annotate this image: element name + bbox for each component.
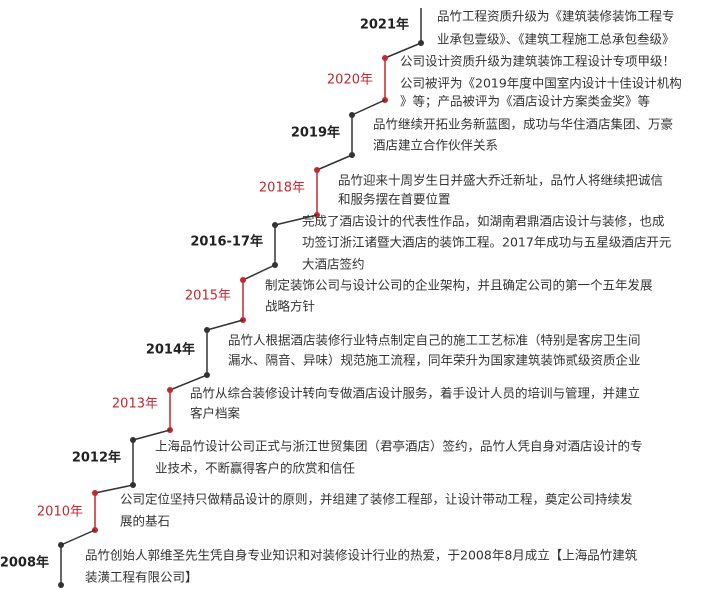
year-label: 2012年 <box>72 450 121 466</box>
dot <box>314 167 320 173</box>
connector <box>169 374 208 391</box>
connector <box>351 99 386 116</box>
event-text: 制定装饰公司与设计公司的企业架构，并且确定公司的第一个五年发展 <box>265 278 653 293</box>
event-text: 展的基石 <box>120 514 170 529</box>
event-text: 》等；产品被评为《酒店设计方案类金奖》等 <box>400 94 650 109</box>
dot <box>349 112 355 118</box>
event-text: 业技术，不断赢得客户的欣赏和信任 <box>155 461 355 476</box>
year-label: 2021年 <box>360 17 409 33</box>
event-text: 和服务摆在首要位置 <box>338 192 451 207</box>
dot <box>58 542 64 548</box>
dot <box>272 222 278 228</box>
year-label: 2015年 <box>185 289 231 304</box>
event-text: 酒店建立合作伙伴关系 <box>373 138 498 153</box>
event-text: 品竹创始人郭维圣先生凭自身专业知识和对装修设计行业的热爱，于2008年8月成立【… <box>85 548 638 563</box>
event-text: 大酒店签约 <box>302 257 365 272</box>
dot <box>382 55 388 61</box>
event-text: 业承包壹级》、《建筑工程施工总承包叁级》 <box>437 32 675 47</box>
dot <box>92 490 98 496</box>
year-label: 2008年 <box>0 555 49 571</box>
connector <box>94 484 134 494</box>
event-text: 品竹从综合装修设计转向专做酒店设计服务，着手设计人员的培训与管理，并建立 <box>190 386 640 401</box>
connector <box>206 319 244 331</box>
connector <box>316 154 353 171</box>
year-label: 2018年 <box>259 181 305 196</box>
event-text: 装潢工程有限公司】 <box>85 570 198 585</box>
event-text: 公司设计资质升级为建筑装饰工程设计专项甲级！ <box>400 54 675 69</box>
event-text: 漏水、隔音、异味）规范施工流程，同年荣升为国家建筑装饰贰级资质企业 <box>228 353 641 368</box>
connector <box>384 42 422 59</box>
dot <box>240 277 246 283</box>
year-label: 2020年 <box>327 73 373 88</box>
event-text: 品竹人根据酒店装修行业特点制定自己的施工工艺标准（特别是客房卫生间 <box>228 333 641 348</box>
dot <box>58 582 64 588</box>
connector <box>242 264 276 281</box>
event-text: 品竹工程资质升级为《建筑装修装饰工程专 <box>437 9 675 24</box>
connector <box>60 529 96 546</box>
dot <box>167 387 173 393</box>
connector <box>132 429 171 441</box>
event-text: 完成了酒店设计的代表性作品，如湖南君鼎酒店设计与装修，也成 <box>302 214 665 229</box>
year-label: 2014年 <box>146 342 195 358</box>
dot <box>204 327 210 333</box>
dot <box>130 437 136 443</box>
event-text: 公司被评为《2019年度中国室内设计十佳设计机构 <box>400 76 682 91</box>
year-label: 2019年 <box>291 125 340 141</box>
event-text: 品竹迎来十周岁生日并盛大乔迁新址，品竹人将继续把诚信 <box>338 173 663 188</box>
event-text: 上海品竹设计公司正式与浙江世贸集团（君亭酒店）签约，品竹人凭自身对酒店设计的专 <box>155 439 643 454</box>
year-label: 2013年 <box>112 397 158 412</box>
year-label: 2010年 <box>37 505 83 520</box>
connector <box>274 214 318 226</box>
event-text: 功签订浙江诸暨大酒店的装饰工程。2017年成功与五星级酒店开元 <box>302 235 671 250</box>
year-label: 2016-17年 <box>190 234 263 250</box>
event-text: 战略方针 <box>265 299 315 314</box>
event-text: 品竹继续开拓业务新蓝图，成功与华住酒店集团、万豪 <box>373 117 673 132</box>
event-text: 客户档案 <box>190 406 241 421</box>
event-text: 公司定位坚持只做精品设计的原则，并组建了装修工程部，让设计带动工程，奠定公司持续… <box>120 492 633 507</box>
